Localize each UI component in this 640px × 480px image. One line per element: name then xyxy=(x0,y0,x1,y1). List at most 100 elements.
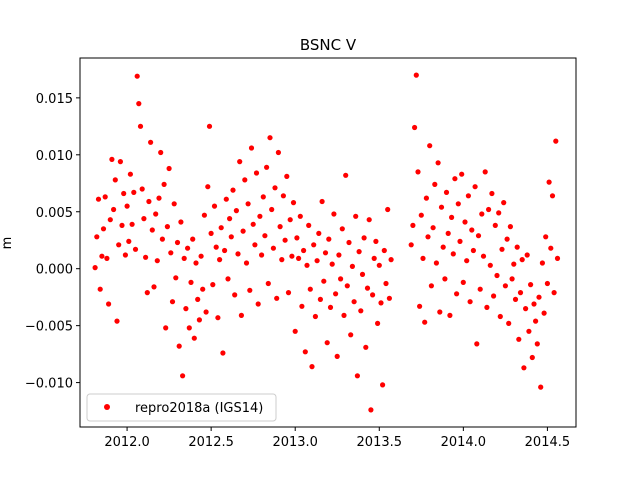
x-tick-label: 2012.0 xyxy=(104,435,150,450)
legend-label: repro2018a (IGS14) xyxy=(135,401,263,416)
data-point xyxy=(319,198,325,205)
data-point xyxy=(533,318,539,324)
data-point xyxy=(413,72,419,78)
data-point xyxy=(333,291,339,297)
data-point xyxy=(443,189,450,195)
data-point xyxy=(370,292,376,298)
y-tick-label: 0.005 xyxy=(36,206,73,221)
data-point xyxy=(363,344,369,350)
data-point xyxy=(364,285,371,291)
data-point xyxy=(169,299,176,305)
data-point xyxy=(161,181,167,187)
y-tick-label: −0.010 xyxy=(25,377,73,392)
data-point xyxy=(511,261,517,267)
data-point xyxy=(297,213,303,219)
data-point xyxy=(356,249,362,255)
data-point xyxy=(233,208,239,214)
data-point xyxy=(497,313,503,320)
data-point xyxy=(512,296,519,302)
data-point xyxy=(462,219,468,225)
data-point xyxy=(272,185,278,191)
data-point xyxy=(549,193,556,199)
data-point xyxy=(144,290,150,296)
data-point xyxy=(482,169,488,175)
data-point xyxy=(117,159,123,165)
data-point xyxy=(211,203,218,209)
data-point xyxy=(210,282,216,288)
data-point xyxy=(282,237,288,243)
data-point xyxy=(124,203,130,209)
data-point xyxy=(514,244,520,250)
data-point xyxy=(538,384,544,390)
data-point xyxy=(324,340,330,346)
data-point xyxy=(534,341,540,347)
data-point xyxy=(386,295,392,301)
data-point xyxy=(148,139,154,145)
y-tick-label: 0.000 xyxy=(36,263,73,278)
data-point xyxy=(502,283,508,289)
data-point xyxy=(154,258,160,264)
data-point xyxy=(205,184,211,190)
data-point xyxy=(529,354,535,361)
data-point xyxy=(208,230,214,236)
data-point xyxy=(359,271,366,277)
data-point xyxy=(200,286,206,292)
data-point xyxy=(106,301,112,307)
legend-marker xyxy=(104,404,110,410)
data-point xyxy=(225,276,231,282)
data-point xyxy=(141,216,147,222)
data-point xyxy=(284,173,290,179)
data-point xyxy=(499,246,505,252)
data-point xyxy=(425,234,431,240)
data-point xyxy=(257,213,263,219)
data-point xyxy=(134,73,140,79)
data-point xyxy=(383,280,389,287)
data-point xyxy=(445,230,451,236)
data-point xyxy=(494,272,500,279)
data-point xyxy=(94,234,100,240)
data-point xyxy=(523,306,529,312)
data-point xyxy=(201,212,207,218)
data-point xyxy=(454,291,460,297)
data-point xyxy=(277,224,283,230)
data-point xyxy=(469,227,475,233)
data-point xyxy=(539,260,546,266)
data-point xyxy=(509,276,515,282)
data-point xyxy=(238,312,244,318)
data-point xyxy=(507,224,513,230)
data-point xyxy=(97,286,103,292)
data-point xyxy=(322,250,329,256)
plot-area xyxy=(80,58,576,427)
data-point xyxy=(442,276,448,282)
data-point xyxy=(314,258,320,264)
data-point xyxy=(487,262,493,268)
data-point xyxy=(339,226,345,232)
data-point xyxy=(181,255,187,261)
data-point xyxy=(516,336,522,342)
data-point xyxy=(132,246,139,252)
data-point xyxy=(528,282,534,288)
data-point xyxy=(255,301,261,307)
data-point xyxy=(354,373,360,379)
data-point xyxy=(349,263,355,269)
data-point xyxy=(553,138,559,144)
x-tick-label: 2013.0 xyxy=(272,435,318,450)
data-point xyxy=(554,255,561,261)
data-point xyxy=(467,299,473,305)
data-point xyxy=(343,172,349,178)
data-point xyxy=(250,221,256,227)
data-point xyxy=(151,284,157,290)
data-point xyxy=(353,213,359,219)
data-point xyxy=(433,260,439,266)
data-point xyxy=(230,187,236,193)
data-point xyxy=(415,169,421,175)
data-point xyxy=(264,164,270,170)
data-point xyxy=(470,247,476,254)
data-point xyxy=(435,160,441,166)
data-point xyxy=(287,217,293,223)
y-tick-label: −0.005 xyxy=(25,320,73,335)
data-point xyxy=(92,265,98,271)
data-point xyxy=(269,206,275,213)
data-point xyxy=(235,251,241,257)
data-point xyxy=(501,200,507,206)
